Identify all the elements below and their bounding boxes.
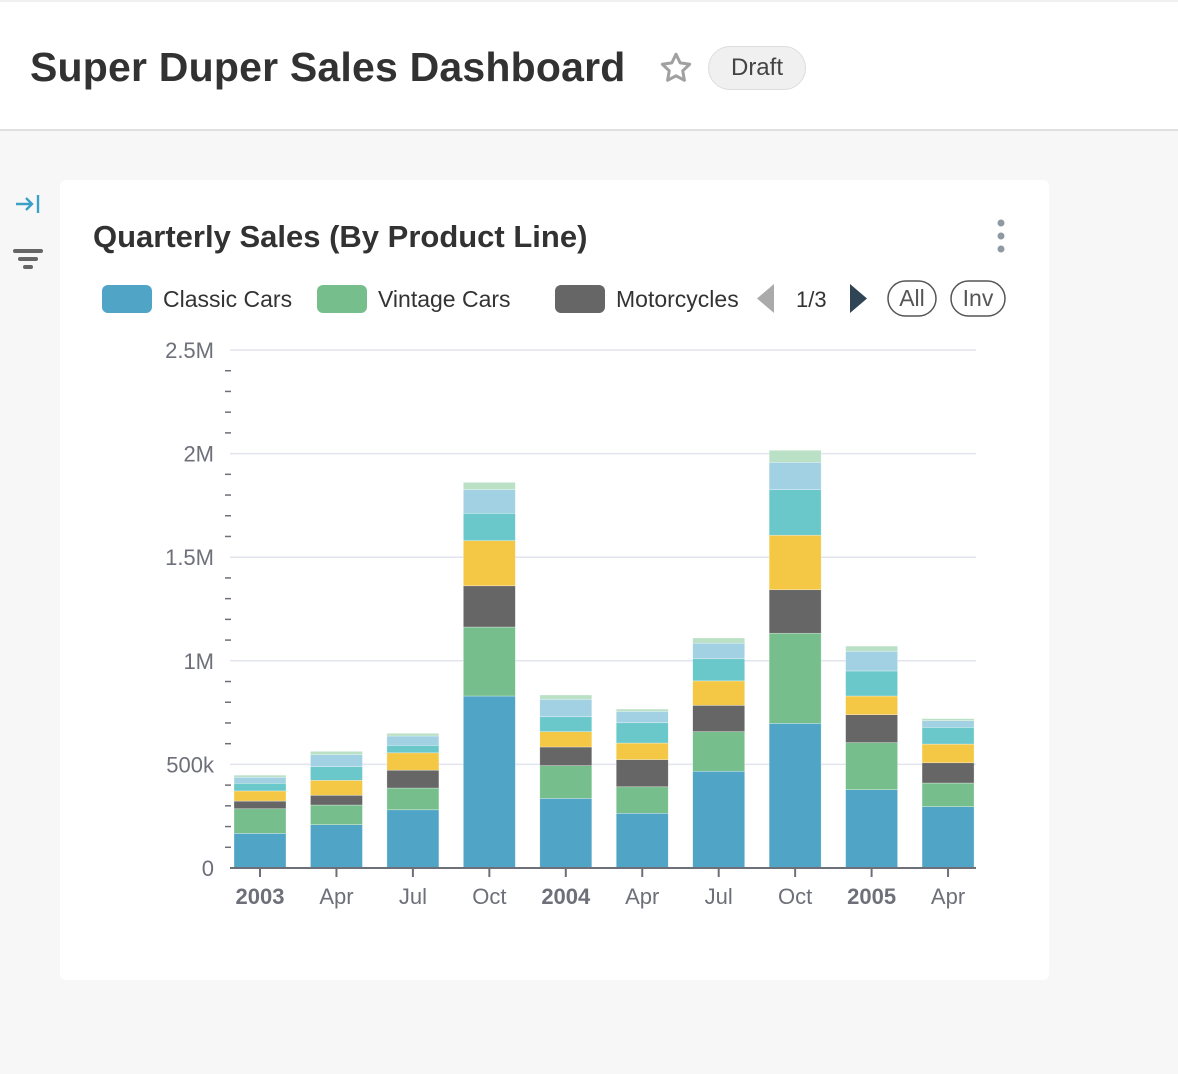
bar-segment[interactable]: [310, 766, 363, 781]
bar-segment[interactable]: [233, 833, 287, 869]
bar-segment[interactable]: [233, 782, 287, 792]
bar-segment[interactable]: [921, 762, 975, 784]
bar-segment[interactable]: [768, 723, 822, 869]
bar-segment[interactable]: [692, 680, 746, 706]
status-badge[interactable]: Draft: [708, 46, 806, 90]
bar-segment[interactable]: [539, 731, 593, 748]
bar-segment[interactable]: [615, 708, 669, 712]
bar-segment[interactable]: [539, 765, 593, 799]
bar-segment[interactable]: [233, 800, 287, 810]
bar-segment[interactable]: [386, 735, 440, 746]
bar-segment[interactable]: [615, 722, 669, 744]
bar-segment[interactable]: [921, 718, 975, 721]
bar-segment[interactable]: [310, 804, 363, 825]
bar-segment[interactable]: [768, 489, 822, 536]
bar-segment[interactable]: [233, 774, 287, 778]
bar-segment[interactable]: [692, 637, 746, 644]
bar-segment[interactable]: [845, 714, 898, 743]
bar-segment[interactable]: [463, 695, 516, 869]
bar-segment[interactable]: [845, 650, 898, 672]
bar-segment[interactable]: [921, 727, 975, 745]
bar-segment[interactable]: [768, 462, 822, 490]
bar-segment[interactable]: [692, 658, 746, 682]
bar-segment[interactable]: [386, 769, 440, 789]
bar-segment[interactable]: [310, 780, 363, 796]
bar-segment[interactable]: [768, 589, 822, 634]
bar-segment[interactable]: [463, 626, 516, 697]
bar-segment[interactable]: [768, 449, 822, 463]
bar-segment[interactable]: [233, 808, 287, 834]
bar-segment[interactable]: [463, 489, 516, 514]
bar-segment[interactable]: [921, 743, 975, 764]
bar-segment[interactable]: [310, 751, 363, 755]
bar-segment[interactable]: [463, 482, 516, 490]
bar-segment[interactable]: [310, 824, 363, 869]
bar-segment[interactable]: [233, 790, 287, 802]
bar-segment[interactable]: [463, 540, 516, 587]
select-all-label[interactable]: All: [899, 285, 925, 311]
bar-segment[interactable]: [615, 786, 669, 814]
bar-segment[interactable]: [692, 731, 746, 772]
bar-segment[interactable]: [845, 742, 898, 790]
bar-segment[interactable]: [921, 720, 975, 728]
bar-segment[interactable]: [615, 759, 669, 788]
bar-segment[interactable]: [386, 733, 440, 737]
arrow-to-right-icon[interactable]: [14, 192, 42, 216]
legend-swatch[interactable]: [102, 285, 152, 313]
legend-swatch[interactable]: [555, 285, 605, 313]
bar-segment[interactable]: [463, 585, 516, 628]
bar-segment[interactable]: [921, 782, 975, 807]
bar-segment[interactable]: [692, 705, 746, 732]
bar-segment[interactable]: [539, 694, 593, 700]
bar-segment[interactable]: [386, 809, 440, 869]
bar-segment[interactable]: [539, 746, 593, 766]
bar-segment[interactable]: [692, 642, 746, 660]
bar-segment[interactable]: [921, 806, 975, 869]
bar-segment[interactable]: [233, 776, 287, 784]
filter-icon[interactable]: [13, 248, 43, 274]
bar-segment[interactable]: [615, 812, 669, 869]
triangle-left-icon[interactable]: [757, 284, 774, 313]
dashboard-title[interactable]: Super Duper Sales Dashboard: [30, 44, 626, 90]
bar-segment[interactable]: [845, 789, 898, 869]
triangle-right-icon[interactable]: [850, 284, 867, 313]
legend-item-label[interactable]: Classic Cars: [163, 286, 292, 312]
invert-selection-label[interactable]: Inv: [963, 285, 994, 311]
bar-segment[interactable]: [768, 632, 822, 724]
bar-segment[interactable]: [845, 670, 898, 697]
legend-item-label[interactable]: Motorcycles: [616, 286, 739, 312]
bar-segment[interactable]: [845, 695, 898, 715]
bar-segment[interactable]: [615, 711, 669, 724]
bar-segment[interactable]: [539, 716, 593, 732]
bar-segment[interactable]: [539, 699, 593, 718]
bar-segment[interactable]: [692, 770, 746, 869]
bar-segment[interactable]: [386, 787, 440, 811]
bar-segment[interactable]: [310, 754, 363, 767]
invert-selection-button[interactable]: [950, 280, 1006, 317]
bar-segment[interactable]: [463, 512, 516, 541]
legend-swatch[interactable]: [317, 285, 367, 313]
star-outline-icon[interactable]: [658, 50, 694, 86]
bar-segment[interactable]: [845, 645, 898, 652]
select-all-button[interactable]: [887, 280, 937, 317]
bar-segment[interactable]: [539, 798, 593, 869]
bar-segment[interactable]: [768, 534, 822, 591]
bar-segment[interactable]: [615, 742, 669, 760]
bar-segment[interactable]: [386, 745, 440, 754]
legend-item-label[interactable]: Vintage Cars: [378, 286, 511, 312]
more-vertical-icon[interactable]: [990, 218, 1012, 254]
bar-segment[interactable]: [310, 794, 363, 806]
dashboard-header: Super Duper Sales Dashboard Draft: [0, 0, 1178, 131]
chart-title: Quarterly Sales (By Product Line): [93, 219, 588, 254]
bar-segment[interactable]: [386, 752, 440, 771]
